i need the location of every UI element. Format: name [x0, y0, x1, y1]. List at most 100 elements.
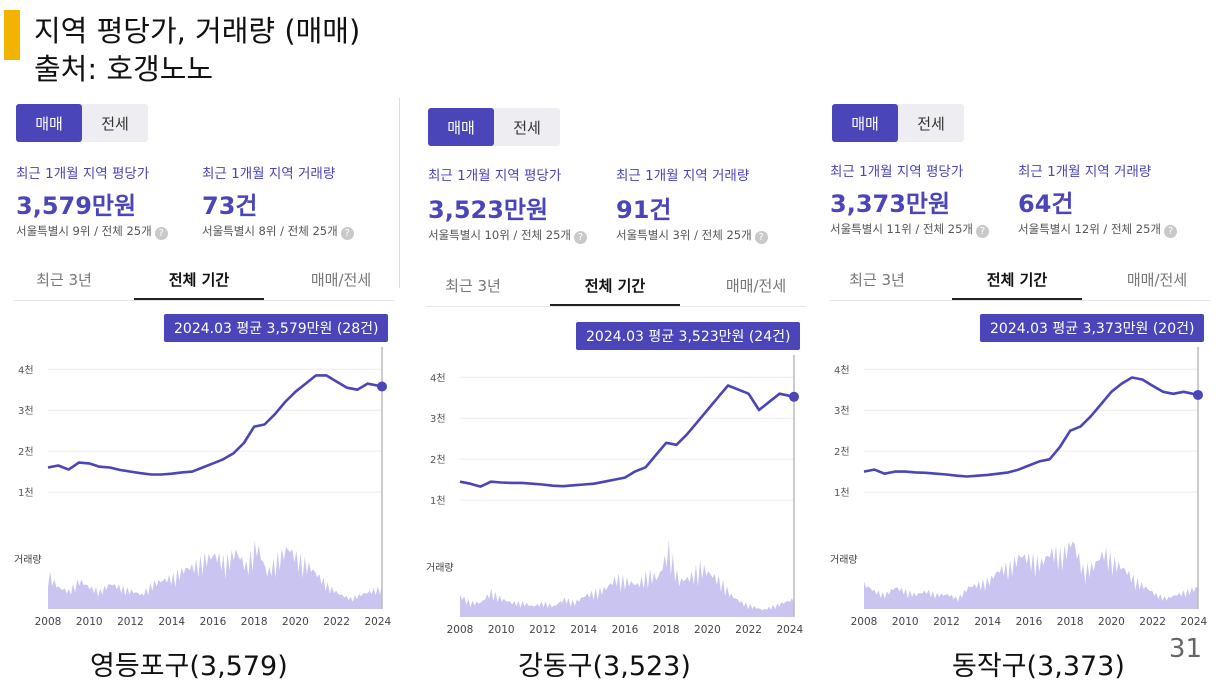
page-number: 31 — [1168, 634, 1202, 664]
tab-all-period[interactable]: 전체 기간 — [550, 266, 680, 306]
volume-axis-label: 거래량 — [426, 562, 454, 574]
price-rank: 서울특별시 10위 / 전체 25개? — [428, 227, 587, 244]
price-value: 3,579만원 — [16, 192, 137, 220]
tab-sale-jeonse[interactable]: 매매/전세 — [1126, 271, 1188, 289]
price-line — [863, 376, 1199, 478]
volume-label: 최근 1개월 지역 거래량 — [1018, 164, 1152, 180]
x-tick-label: 2020 — [282, 616, 309, 628]
toggle-jeonse[interactable]: 전세 — [513, 118, 541, 137]
trade-type-toggle[interactable]: 매매 전세 — [832, 104, 964, 142]
x-tick-label: 2016 — [612, 624, 639, 636]
y-tick-label: 4천 — [834, 364, 850, 376]
price-line — [459, 384, 795, 488]
toggle-jeonse[interactable]: 전세 — [917, 114, 945, 133]
x-tick-label: 2016 — [1016, 616, 1043, 628]
title-accent-bar — [4, 10, 20, 60]
y-tick-label: 4천 — [430, 372, 446, 384]
x-tick-label: 2014 — [158, 616, 185, 628]
chart-tooltip: 2024.03 평균 3,373만원 (20건) — [980, 314, 1205, 342]
x-tick-label: 2008 — [35, 616, 62, 628]
volume-area — [460, 539, 794, 617]
volume-rank: 서울특별시 3위 / 전체 25개? — [616, 227, 768, 244]
x-tick-label: 2020 — [694, 624, 721, 636]
period-tabs: 최근 3년 전체 기간 매매/전세 — [830, 260, 1210, 301]
tab-recent-3y[interactable]: 최근 3년 — [445, 277, 501, 295]
volume-label: 최근 1개월 지역 거래량 — [202, 166, 336, 182]
y-tick-label: 1천 — [18, 487, 34, 499]
y-tick-label: 3천 — [834, 405, 850, 417]
price-label: 최근 1개월 지역 평당가 — [16, 166, 150, 182]
x-tick-label: 2012 — [117, 616, 144, 628]
chart-tooltip: 2024.03 평균 3,523만원 (24건) — [576, 322, 801, 350]
x-tick-label: 2018 — [653, 624, 680, 636]
y-tick-label: 2천 — [18, 446, 34, 458]
x-tick-label: 2024 — [777, 624, 804, 636]
y-tick-label: 3천 — [430, 413, 446, 425]
volume-axis-label: 거래량 — [14, 554, 42, 566]
volume-value: 64건 — [1018, 190, 1074, 218]
volume-rank: 서울특별시 12위 / 전체 25개? — [1018, 221, 1177, 238]
x-tick-label: 2022 — [735, 624, 762, 636]
price-value: 3,373만원 — [830, 190, 951, 218]
period-tabs: 최근 3년 전체 기간 매매/전세 — [426, 266, 806, 307]
toggle-sale[interactable]: 매매 — [832, 104, 898, 142]
period-tabs: 최근 3년 전체 기간 매매/전세 — [14, 260, 394, 301]
trade-type-toggle[interactable]: 매매 전세 — [16, 104, 148, 142]
toggle-sale[interactable]: 매매 — [428, 108, 494, 146]
current-point-marker — [377, 381, 387, 392]
help-icon[interactable]: ? — [154, 227, 168, 240]
volume-value: 73건 — [202, 192, 258, 220]
tab-recent-3y[interactable]: 최근 3년 — [36, 271, 92, 289]
y-tick-label: 2천 — [834, 446, 850, 458]
toggle-jeonse[interactable]: 전세 — [101, 114, 129, 133]
y-tick-label: 2천 — [430, 454, 446, 466]
trade-type-toggle[interactable]: 매매 전세 — [428, 108, 560, 146]
tab-recent-3y[interactable]: 최근 3년 — [849, 271, 905, 289]
x-tick-label: 2010 — [488, 624, 515, 636]
price-label: 최근 1개월 지역 평당가 — [830, 164, 964, 180]
tab-sale-jeonse[interactable]: 매매/전세 — [310, 271, 372, 289]
x-tick-label: 2010 — [76, 616, 103, 628]
x-tick-label: 2012 — [529, 624, 556, 636]
x-tick-label: 2024 — [1181, 616, 1208, 628]
price-label: 최근 1개월 지역 평당가 — [428, 168, 562, 184]
volume-value: 91건 — [616, 196, 672, 224]
caption-gangdong: 강동구(3,523) — [518, 651, 691, 682]
district-panel-2: 매매 전세 최근 1개월 지역 평당가 최근 1개월 지역 거래량 3,523만… — [426, 104, 806, 636]
help-icon[interactable]: ? — [754, 231, 768, 244]
toggle-sale[interactable]: 매매 — [16, 104, 82, 142]
y-tick-label: 1천 — [430, 495, 446, 507]
district-panel-1: 매매 전세 최근 1개월 지역 평당가 최근 1개월 지역 거래량 3,579만… — [14, 100, 394, 628]
help-icon[interactable]: ? — [340, 227, 354, 240]
current-point-marker — [1193, 389, 1203, 400]
x-tick-label: 2022 — [1139, 616, 1166, 628]
tab-sale-jeonse[interactable]: 매매/전세 — [725, 277, 787, 295]
tab-all-period[interactable]: 전체 기간 — [134, 260, 264, 300]
slide-source: 출처: 호갱노노 — [34, 52, 214, 86]
volume-rank: 서울특별시 8위 / 전체 25개? — [202, 223, 354, 240]
panel-divider — [399, 98, 400, 288]
price-rank: 서울특별시 9위 / 전체 25개? — [16, 223, 168, 240]
help-icon[interactable]: ? — [1163, 225, 1177, 238]
x-tick-label: 2014 — [974, 616, 1001, 628]
y-tick-label: 3천 — [18, 405, 34, 417]
help-icon[interactable]: ? — [975, 225, 989, 238]
x-tick-label: 2016 — [200, 616, 227, 628]
x-tick-label: 2020 — [1098, 616, 1125, 628]
tab-all-period[interactable]: 전체 기간 — [952, 260, 1082, 300]
slide-title: 지역 평당가, 거래량 (매매) — [34, 14, 361, 48]
x-tick-label: 2008 — [447, 624, 474, 636]
help-icon[interactable]: ? — [573, 231, 587, 244]
chart-tooltip: 2024.03 평균 3,579만원 (28건) — [164, 314, 389, 342]
y-tick-label: 4천 — [18, 364, 34, 376]
caption-dongjak: 동작구(3,373) — [952, 651, 1125, 682]
price-value: 3,523만원 — [428, 196, 549, 224]
volume-area — [48, 540, 382, 609]
x-tick-label: 2014 — [570, 624, 597, 636]
caption-yeongdeungpo: 영등포구(3,579) — [90, 651, 288, 682]
x-tick-label: 2008 — [851, 616, 878, 628]
volume-label: 최근 1개월 지역 거래량 — [616, 168, 750, 184]
